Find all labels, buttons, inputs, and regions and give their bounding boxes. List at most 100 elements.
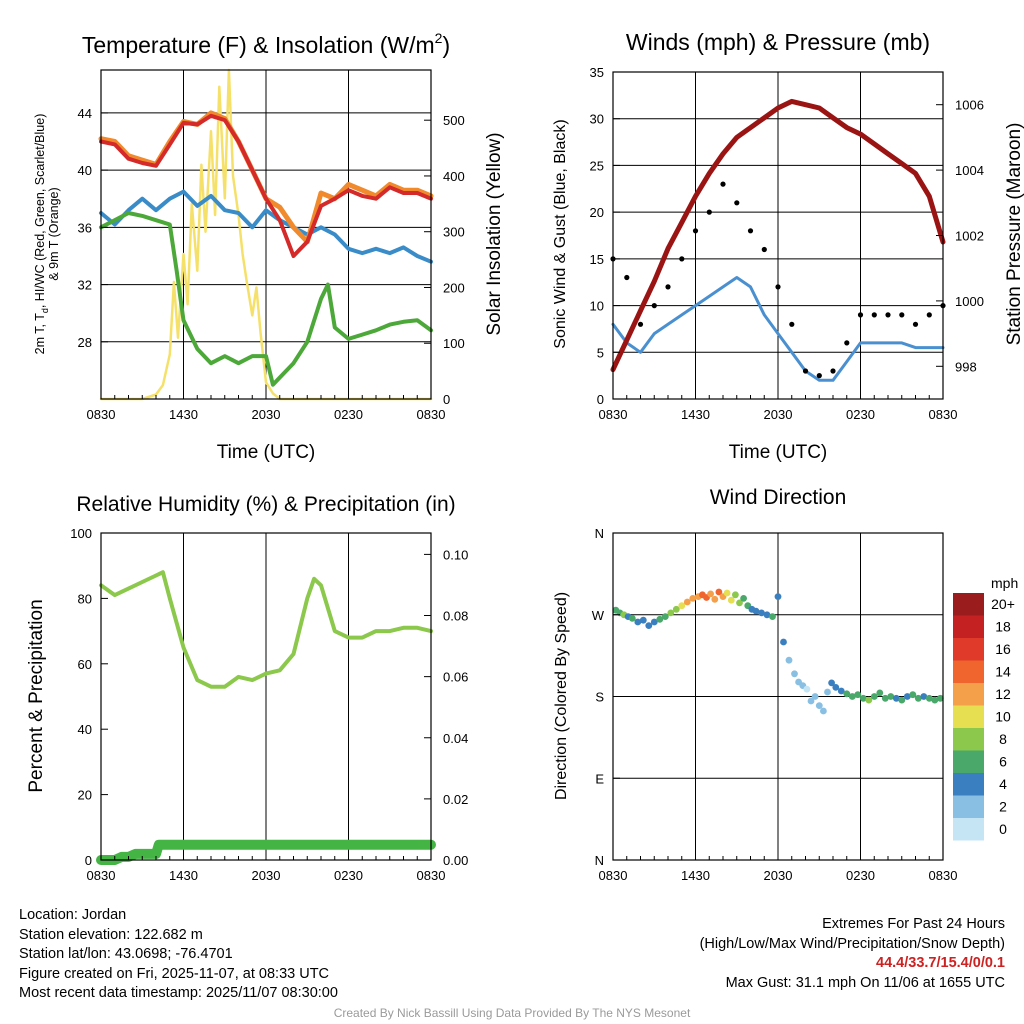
legend-label: 20+ [991,596,1015,612]
wind-x-axis-label: Time (UTC) [729,442,828,463]
wind-x-tick-label: 0830 [929,407,958,422]
recent-text: Most recent data timestamp: 2025/11/07 0… [19,985,338,1002]
dir-panel-title: Wind Direction [710,486,847,509]
dir-x-tick-label: 2030 [764,868,793,883]
wind-y-tick-label: 25 [590,158,604,173]
wind-y2-tick-label: 1004 [955,163,984,178]
legend-swatch [953,750,984,773]
temp-right-axis-label: Solar Insolation (Yellow) [484,132,505,335]
rh-y-tick-label: 40 [78,722,92,737]
wind-right-axis-label: Station Pressure (Maroon) [1004,123,1024,346]
dir-x-ticks: 0830 1430 2030 0230 0830 [599,533,958,883]
rh-x-tick-label: 0830 [87,868,116,883]
legend-swatch [953,593,984,616]
gust-point [857,312,864,318]
location-text: Location: Jordan [19,907,127,923]
temp-panel-title: Temperature (F) & Insolation (W/m2) [82,30,450,58]
wind-y2-tick-label: 1000 [955,294,984,309]
dir-points-group [612,588,944,715]
wind-y2-tick-label: 1006 [955,98,984,113]
rh-gridlines [183,533,349,860]
temp-line-2m-t [99,113,433,258]
gust-point [706,209,712,215]
rh-y2-tick-label: 0.02 [443,792,468,807]
direction-point [672,605,680,613]
wind-line-sonic-wind [611,276,945,382]
temp-left-axis-label-2: & 9m T (Orange) [47,187,61,280]
gust-point [679,256,685,262]
wind-series-group [610,98,946,382]
dir-left-axis-label: Direction (Colored By Speed) [553,592,570,800]
dir-y-tick-label: E [595,771,604,786]
direction-point [689,595,697,602]
gust-point [637,321,644,327]
gust-point [830,368,836,374]
direction-point [736,599,743,607]
direction-point [740,595,747,602]
created-text: Figure created on Fri, 2025-11-07, at 08… [19,965,330,982]
direction-point [859,694,867,702]
temp-y-tick-label: 44 [78,106,92,121]
direction-point [892,694,900,702]
temp-y2-tick-label: 0 [443,392,450,407]
rh-y2-tick-label: 0.10 [443,547,468,562]
temp-x-tick-label: 0830 [87,407,116,422]
direction-point [931,696,939,704]
direction-point [780,638,787,646]
direction-point [815,702,823,709]
rh-y2-tick-label: 0.00 [443,853,468,868]
wind-y-tick-label: 35 [590,65,604,80]
legend-swatch [953,683,984,706]
temp-x-tick-label: 1430 [169,407,198,422]
rh-y-tick-label: 80 [78,591,92,606]
wind-x-ticks: 0830 1430 2030 0230 0830 [599,72,958,422]
temp-y2-tick-label: 200 [443,280,465,295]
wind-y-ticks-right: 998 1000 1002 1004 1006 [936,98,984,374]
legend-label: 4 [999,776,1007,792]
gust-point [720,181,726,187]
direction-point [711,595,719,603]
speed-legend: mph 20+ 18 16 14 12 10 8 6 4 2 0 [953,575,1018,841]
direction-point [791,670,798,678]
direction-point [661,613,669,620]
wind-y-tick-label: 30 [590,112,604,127]
direction-point [683,598,691,606]
direction-point [920,693,928,700]
gust-point [665,284,671,290]
dir-x-tick-label: 0830 [929,868,958,883]
direction-point [936,694,944,702]
wind-y-tick-label: 20 [590,205,604,220]
gust-point [816,373,822,379]
wind-y2-tick-label: 998 [955,359,977,374]
gust-point [802,368,809,374]
legend-swatch [953,615,984,638]
elevation-text: Station elevation: 122.682 m [19,926,203,943]
latlon-text: Station lat/lon: 43.0698; -76.4701 [19,946,233,963]
temp-y-tick-label: 28 [78,335,92,350]
direction-point [807,697,815,705]
rh-y2-tick-label: 0.04 [443,731,468,746]
wind-direction-panel: Wind Direction 0830 1430 2030 0230 0830 N E S W… [553,486,1018,883]
temp-y2-tick-label: 300 [443,225,465,240]
wind-y-tick-label: 15 [590,252,604,267]
legend-swatch [953,773,984,796]
gust-point [844,340,850,346]
wind-y-ticks-left: 0 5 10 15 20 25 30 35 [590,65,620,407]
direction-point [854,691,862,699]
direction-point [628,615,636,622]
direction-point [769,613,776,620]
direction-point [832,684,840,691]
gust-point [885,312,891,318]
direction-point [656,615,664,623]
wind-panel: Winds (mph) & Pressure (mb) 0830 1430 2030… [552,29,1024,463]
gust-point [926,312,932,318]
station-info: Location: Jordan Station elevation: 122.… [19,906,338,1004]
direction-point [881,694,889,702]
dir-y-tick-label: W [592,608,605,623]
rh-y-tick-label: 0 [85,853,92,868]
temp-y-ticks-right: 0 100 200 300 400 500 [424,113,465,407]
temp-line-solar [99,68,433,401]
wind-x-tick-label: 0230 [846,407,875,422]
gust-point [775,284,781,290]
